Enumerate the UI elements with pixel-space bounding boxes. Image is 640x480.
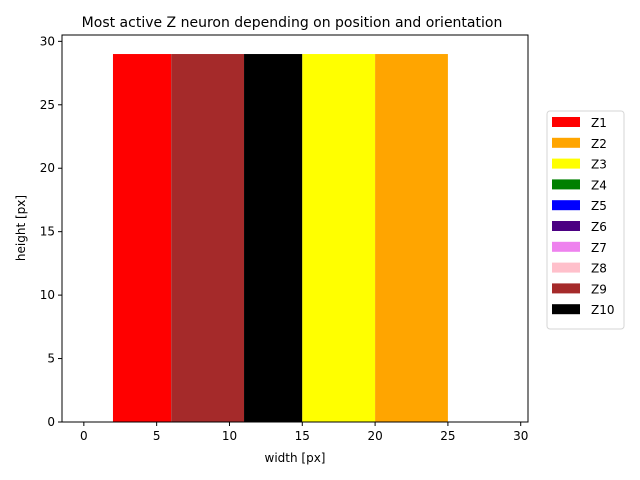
legend-swatch-z2 (552, 137, 580, 148)
legend-label-z5: Z5 (591, 199, 607, 213)
region-z9 (171, 54, 245, 423)
region-z1 (112, 54, 172, 423)
x-tick-label: 5 (153, 429, 161, 443)
y-axis-label: height [px] (14, 195, 28, 261)
legend-swatch-z8 (552, 262, 580, 273)
legend-swatch-z6 (552, 221, 580, 231)
legend-label-z8: Z8 (591, 262, 607, 276)
legend-label-z6: Z6 (591, 220, 607, 234)
legend-label-z2: Z2 (591, 137, 607, 151)
y-tick-label: 10 (40, 288, 55, 302)
legend-swatch-z7 (552, 241, 580, 252)
legend-label-z1: Z1 (591, 116, 607, 130)
chart-title: Most active Z neuron depending on positi… (82, 15, 503, 31)
legend-swatch-z3 (552, 158, 580, 169)
x-tick-label: 25 (440, 429, 455, 443)
x-axis-ticks: 0 5 10 15 20 25 30 (80, 422, 528, 443)
x-tick-label: 20 (367, 429, 382, 443)
plot-frame (61, 34, 529, 423)
legend-label-z7: Z7 (591, 241, 607, 255)
y-tick-label: 15 (40, 225, 55, 239)
legend-swatch-z9 (552, 283, 580, 294)
y-tick-label: 25 (40, 98, 55, 112)
legend-swatch-z10 (552, 304, 580, 315)
legend-label-z4: Z4 (591, 178, 607, 192)
legend-label-z9: Z9 (591, 282, 607, 296)
y-tick-label: 30 (40, 34, 55, 48)
y-tick-label: 0 (47, 415, 55, 429)
x-tick-label: 15 (295, 429, 310, 443)
legend-swatch-z4 (552, 179, 580, 190)
legend-label-z10: Z10 (591, 303, 615, 317)
x-tick-label: 10 (222, 429, 237, 443)
legend-swatch-z5 (552, 200, 580, 211)
y-axis-ticks: 0 5 10 15 20 25 30 (40, 34, 62, 429)
plot-regions (112, 54, 448, 423)
region-z10 (244, 54, 303, 423)
x-axis-label: width [px] (265, 451, 326, 465)
region-z3 (302, 54, 376, 423)
region-z2 (375, 54, 448, 423)
legend: Z1 Z2 Z3 Z4 Z5 Z6 Z7 Z8 Z9 Z10 (546, 110, 625, 330)
legend-label-z3: Z3 (591, 158, 607, 172)
x-tick-label: 0 (80, 429, 88, 443)
y-tick-label: 20 (40, 161, 55, 175)
x-tick-label: 30 (513, 429, 528, 443)
y-tick-label: 5 (47, 352, 55, 366)
legend-swatch-z1 (552, 117, 580, 127)
